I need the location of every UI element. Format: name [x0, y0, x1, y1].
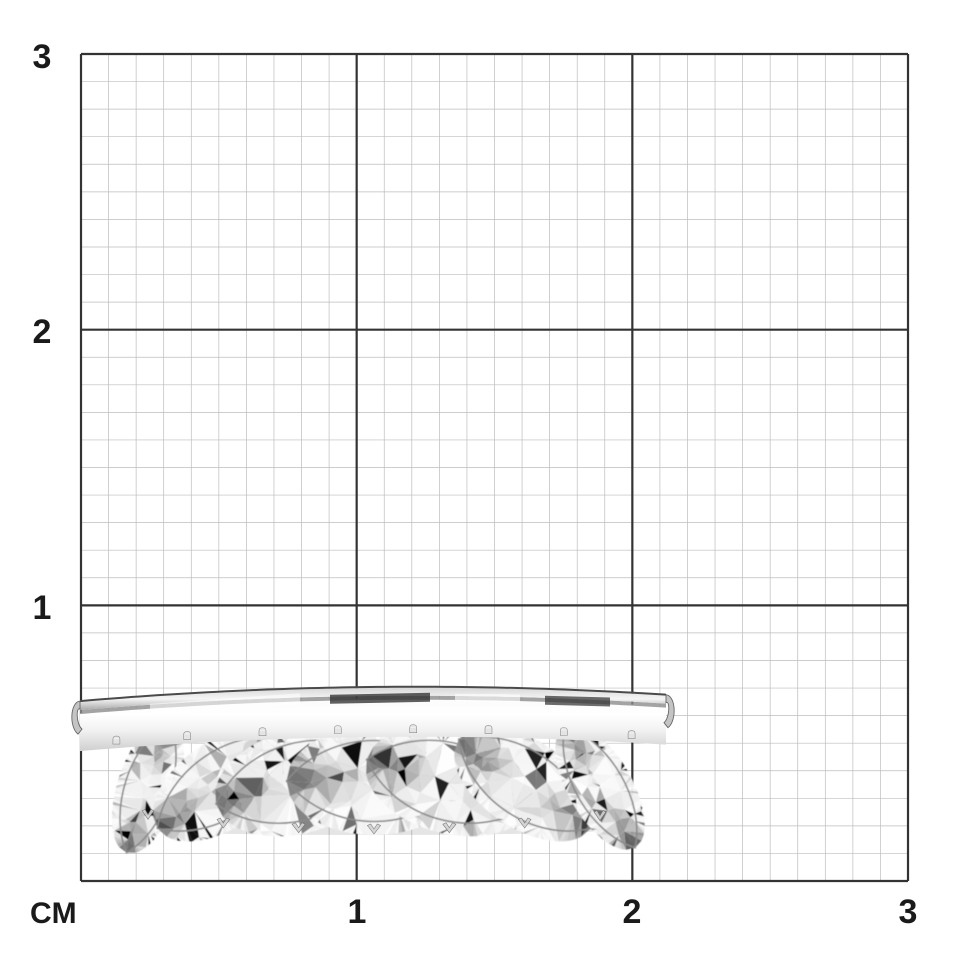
svg-text:3: 3 [33, 38, 52, 76]
svg-text:2: 2 [623, 893, 642, 931]
svg-text:CM: CM [30, 897, 77, 930]
svg-text:1: 1 [33, 589, 52, 627]
svg-text:3: 3 [899, 893, 918, 931]
svg-text:2: 2 [33, 313, 52, 351]
svg-text:1: 1 [348, 893, 367, 931]
